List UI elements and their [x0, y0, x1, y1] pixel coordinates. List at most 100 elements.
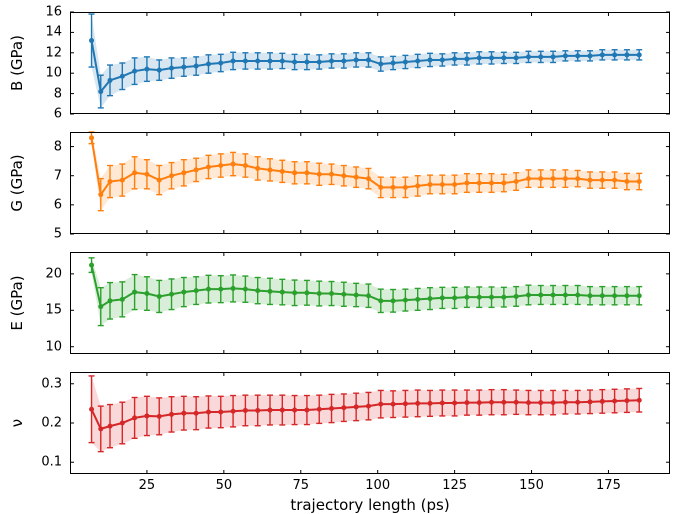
marker [329, 58, 334, 63]
marker [341, 292, 346, 297]
y-tick-label: 5 [34, 227, 62, 242]
marker [243, 163, 248, 168]
marker [120, 178, 125, 183]
marker [108, 179, 113, 184]
marker [157, 294, 162, 299]
marker [280, 290, 285, 295]
marker [551, 176, 556, 181]
marker [317, 59, 322, 64]
marker [317, 172, 322, 177]
marker [538, 292, 543, 297]
marker [292, 290, 297, 295]
marker [366, 176, 371, 181]
marker [89, 263, 94, 268]
marker [304, 170, 309, 175]
marker [477, 181, 482, 186]
marker [317, 291, 322, 296]
marker [292, 408, 297, 413]
marker [231, 286, 236, 291]
marker [403, 298, 408, 303]
marker [489, 55, 494, 60]
marker [551, 400, 556, 405]
plot-svg [70, 132, 670, 234]
marker [477, 55, 482, 60]
marker [378, 62, 383, 67]
marker [194, 64, 199, 69]
marker [612, 52, 617, 57]
marker [538, 400, 543, 405]
marker [292, 170, 297, 175]
marker [637, 52, 642, 57]
marker [391, 298, 396, 303]
marker [452, 295, 457, 300]
marker [194, 411, 199, 416]
marker [428, 401, 433, 406]
marker [526, 400, 531, 405]
error-band [92, 258, 640, 326]
marker [304, 408, 309, 413]
marker [206, 410, 211, 415]
marker [157, 178, 162, 183]
marker [526, 292, 531, 297]
marker [144, 172, 149, 177]
marker [588, 399, 593, 404]
x-axis-label: trajectory length (ps) [290, 496, 450, 514]
marker [181, 411, 186, 416]
marker [575, 292, 580, 297]
marker [563, 176, 568, 181]
marker [268, 408, 273, 413]
marker [588, 53, 593, 58]
y-axis-label-B: B (GPa) [8, 3, 28, 123]
x-tick-label: 50 [216, 478, 233, 493]
marker [378, 185, 383, 190]
marker [391, 185, 396, 190]
marker [329, 406, 334, 411]
marker [108, 78, 113, 83]
marker [600, 52, 605, 57]
marker [206, 62, 211, 67]
marker [317, 407, 322, 412]
plot-svg [70, 252, 670, 354]
y-axis-label-nu: ν [8, 363, 28, 483]
marker [132, 415, 137, 420]
marker [440, 295, 445, 300]
marker [428, 182, 433, 187]
marker [329, 172, 334, 177]
panel-nu [70, 372, 670, 474]
marker [588, 293, 593, 298]
marker [144, 67, 149, 72]
marker [304, 59, 309, 64]
figure: 6810121416B (GPa)5678G (GPa)101520E (GPa… [0, 0, 685, 514]
marker [132, 290, 137, 295]
marker [526, 176, 531, 181]
marker [255, 288, 260, 293]
marker [218, 410, 223, 415]
y-tick-label: 7 [34, 168, 62, 183]
marker [526, 54, 531, 59]
marker [268, 58, 273, 63]
marker [255, 166, 260, 171]
marker [194, 167, 199, 172]
marker [440, 57, 445, 62]
marker [378, 402, 383, 407]
marker [280, 169, 285, 174]
marker [231, 162, 236, 167]
marker [181, 290, 186, 295]
marker [169, 173, 174, 178]
marker [169, 292, 174, 297]
marker [329, 291, 334, 296]
marker [341, 173, 346, 178]
marker [354, 292, 359, 297]
marker [464, 400, 469, 405]
marker [292, 59, 297, 64]
marker [98, 426, 103, 431]
marker [108, 424, 113, 429]
marker [169, 412, 174, 417]
marker [452, 182, 457, 187]
marker [440, 182, 445, 187]
y-tick-label: 8 [34, 139, 62, 154]
marker [280, 58, 285, 63]
marker [563, 292, 568, 297]
y-tick-label: 6 [34, 107, 62, 122]
marker [637, 179, 642, 184]
